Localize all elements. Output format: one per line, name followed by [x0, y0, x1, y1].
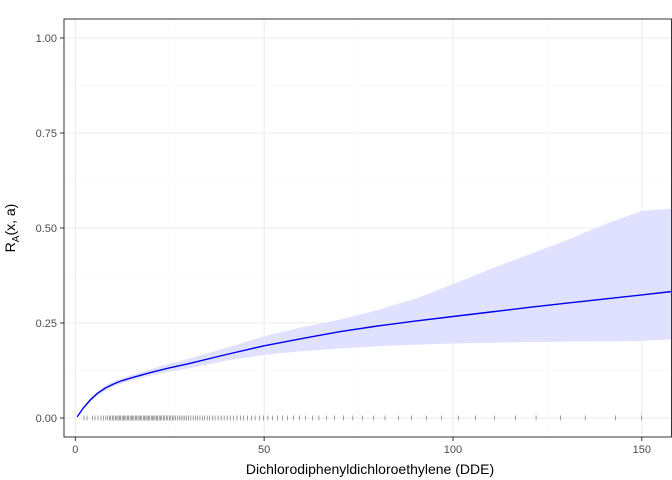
y-tick-label: 0.50 [36, 223, 57, 235]
y-axis-title-suffix: (x, a) [2, 204, 18, 236]
x-tick-label: 100 [444, 444, 462, 456]
confidence-band-area [77, 208, 672, 417]
y-axis-title: RA(x, a) [2, 204, 22, 253]
y-axis-title-subscript: A [11, 235, 22, 242]
confidence-band [77, 208, 672, 417]
estimate-line [76, 290, 672, 418]
y-tick-label: 0.25 [36, 318, 57, 330]
y-axis: 0.00 0.25 0.50 0.75 1.00 [36, 33, 64, 425]
rug-marks [83, 415, 643, 421]
x-tick-label: 0 [72, 444, 78, 456]
y-tick-label: 1.00 [36, 33, 57, 45]
y-tick-label: 0.00 [36, 413, 57, 425]
x-tick-label: 50 [258, 444, 270, 456]
y-axis-title-main: R [2, 242, 18, 252]
estimate-line-path [76, 290, 672, 418]
x-tick-label: 150 [633, 444, 651, 456]
x-axis: 0 50 100 150 [72, 437, 651, 456]
x-axis-title: Dichlorodiphenyldichloroethylene (DDE) [246, 461, 494, 477]
y-tick-label: 0.75 [36, 128, 57, 140]
